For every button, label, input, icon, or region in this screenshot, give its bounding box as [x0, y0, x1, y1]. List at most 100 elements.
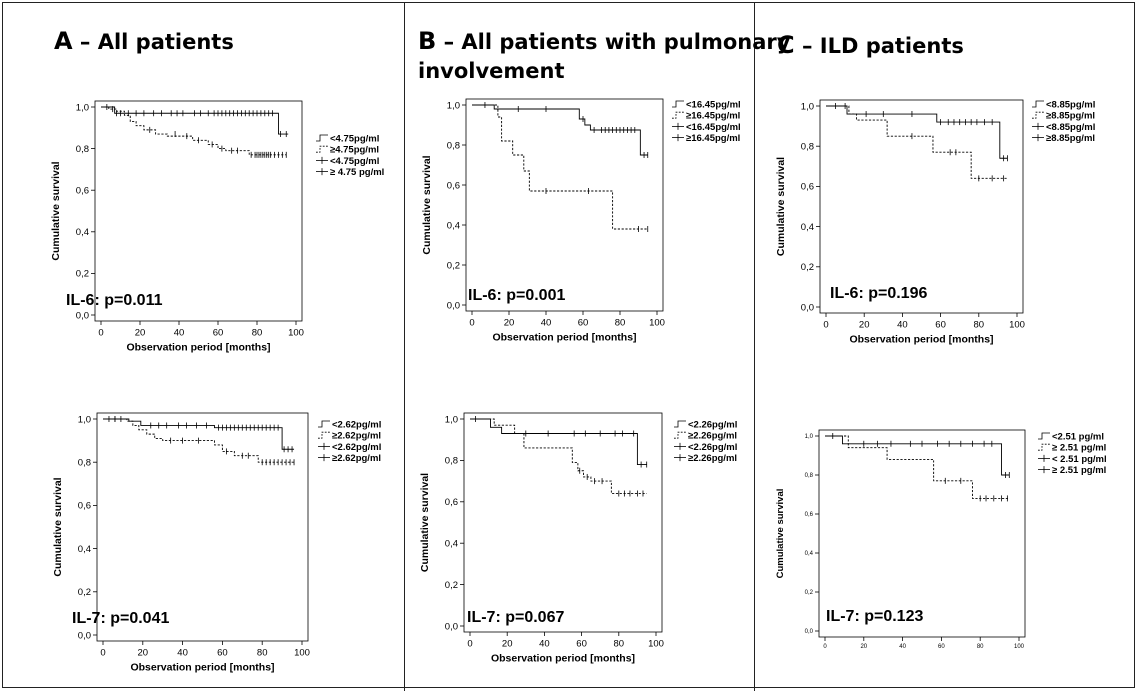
y-tick-label: 0,6	[445, 497, 458, 508]
panel-b-dash: –	[443, 30, 462, 54]
y-tick-label: 0,2	[801, 262, 814, 273]
x-axis-label: Observation period [months]	[126, 342, 270, 354]
x-tick-label: 80	[615, 318, 626, 329]
legend-entry: <2.62pg/ml	[332, 420, 381, 431]
legend-symbol-dashed	[1032, 111, 1044, 119]
y-axis-label: Cumulative survival	[775, 489, 786, 579]
legend-entry: ≥8.85pg/ml	[1046, 111, 1095, 122]
p-value-annotation: IL-7: p=0.041	[72, 610, 169, 627]
legend-entry: ≥ 2.51 pg/ml	[1052, 443, 1106, 454]
legend-symbol-dashed	[672, 111, 684, 119]
y-tick-label: 1,0	[445, 414, 458, 425]
x-tick-label: 40	[899, 644, 906, 650]
legend-entry: ≥16.45pg/ml	[686, 133, 740, 144]
p-value-annotation: IL-6: p=0.196	[830, 285, 927, 302]
legend-symbol-solid	[1038, 432, 1050, 440]
survival-curve-high	[472, 104, 648, 230]
y-axis-label: Cumulative survival	[419, 473, 431, 572]
legend-symbol-dashed	[318, 431, 330, 439]
y-tick-label: 0,0	[445, 621, 458, 632]
y-tick-label: 0,2	[78, 587, 91, 598]
y-tick-label: 0,0	[78, 630, 91, 641]
y-tick-label: 1,0	[76, 102, 89, 113]
x-tick-label: 60	[935, 320, 946, 331]
y-tick-label: 0,8	[801, 142, 814, 153]
x-tick-label: 40	[897, 320, 908, 331]
plot-frame	[96, 412, 309, 642]
legend-entry: ≥4.75pg/ml	[330, 145, 379, 156]
y-tick-label: 0,4	[805, 551, 814, 557]
x-axis-label: Observation period [months]	[492, 332, 636, 344]
panel-b-title-line2: involvement	[418, 59, 565, 83]
x-tick-label: 60	[576, 639, 587, 650]
legend-symbol-solid	[674, 420, 686, 428]
x-tick-label: 0	[823, 644, 827, 650]
y-tick-label: 0,6	[801, 182, 814, 193]
legend-entry: ≥8.85pg/ml	[1046, 133, 1095, 144]
x-tick-label: 60	[938, 644, 945, 650]
legend-symbol-solid	[316, 134, 328, 142]
panel-c-dash: –	[801, 34, 820, 58]
panel-c-letter: C	[777, 31, 795, 59]
legend-entry: ≥2.26pg/ml	[688, 431, 737, 442]
y-tick-label: 1,0	[447, 100, 460, 111]
y-axis-label: Cumulative survival	[775, 157, 787, 256]
panel-b-title: B – All patients with pulmonary	[418, 24, 790, 59]
survival-curve-low	[825, 435, 1010, 476]
legend-entry: <16.45pg/ml	[686, 100, 741, 111]
y-tick-label: 0,2	[805, 590, 814, 596]
panel-b-title-text: All patients with pulmonary	[461, 30, 791, 54]
y-tick-label: 1,0	[78, 414, 91, 425]
x-axis-label: Observation period [months]	[849, 334, 993, 346]
legend-entry: ≥2.62pg/ml	[332, 431, 381, 442]
x-tick-label: 20	[859, 320, 870, 331]
x-tick-label: 100	[648, 639, 664, 650]
y-tick-label: 0,0	[76, 310, 89, 321]
survival-curve-low	[472, 104, 648, 156]
y-axis-label: Cumulative survival	[50, 161, 62, 260]
x-axis-label: Observation period [months]	[491, 653, 635, 665]
panel-c-title-text: ILD patients	[819, 34, 964, 58]
x-tick-label: 80	[257, 648, 268, 659]
panel-divider-bc	[754, 2, 755, 691]
legend-entry: ≥16.45pg/ml	[686, 111, 740, 122]
panel-a-letter: A	[54, 27, 73, 55]
legend-entry: <2.26pg/ml	[688, 442, 737, 453]
y-tick-label: 0,4	[447, 220, 460, 231]
y-tick-label: 1,0	[801, 101, 814, 112]
p-value-annotation: IL-6: p=0.011	[66, 292, 163, 309]
x-tick-label: 20	[135, 328, 146, 339]
x-tick-label: 20	[860, 644, 867, 650]
plot-frame	[818, 429, 1026, 638]
y-axis-label: Cumulative survival	[421, 155, 433, 254]
legend-symbol-dashed	[674, 431, 686, 439]
y-axis-label: Cumulative survival	[52, 477, 64, 576]
y-tick-label: 0,4	[76, 227, 89, 238]
x-tick-label: 60	[213, 328, 224, 339]
legend-entry: ≥2.62pg/ml	[332, 453, 381, 464]
legend-entry: ≥2.26pg/ml	[688, 453, 737, 464]
x-tick-label: 80	[974, 320, 985, 331]
x-tick-label: 20	[138, 648, 149, 659]
y-tick-label: 0,8	[805, 473, 814, 479]
panel-a-dash: –	[79, 30, 98, 54]
plot-frame	[463, 412, 663, 633]
plot-frame	[465, 98, 664, 312]
y-tick-label: 0,8	[447, 140, 460, 151]
y-tick-label: 0,4	[78, 544, 91, 555]
x-tick-label: 20	[502, 639, 513, 650]
y-tick-label: 0,2	[445, 580, 458, 591]
x-tick-label: 40	[177, 648, 188, 659]
legend-symbol-solid	[1032, 100, 1044, 108]
p-value-annotation: IL-7: p=0.123	[826, 608, 923, 625]
x-tick-label: 0	[823, 320, 828, 331]
x-tick-label: 20	[504, 318, 515, 329]
legend-entry: <8.85pg/ml	[1046, 100, 1095, 111]
survival-curve-low	[470, 418, 647, 465]
x-tick-label: 0	[467, 639, 472, 650]
